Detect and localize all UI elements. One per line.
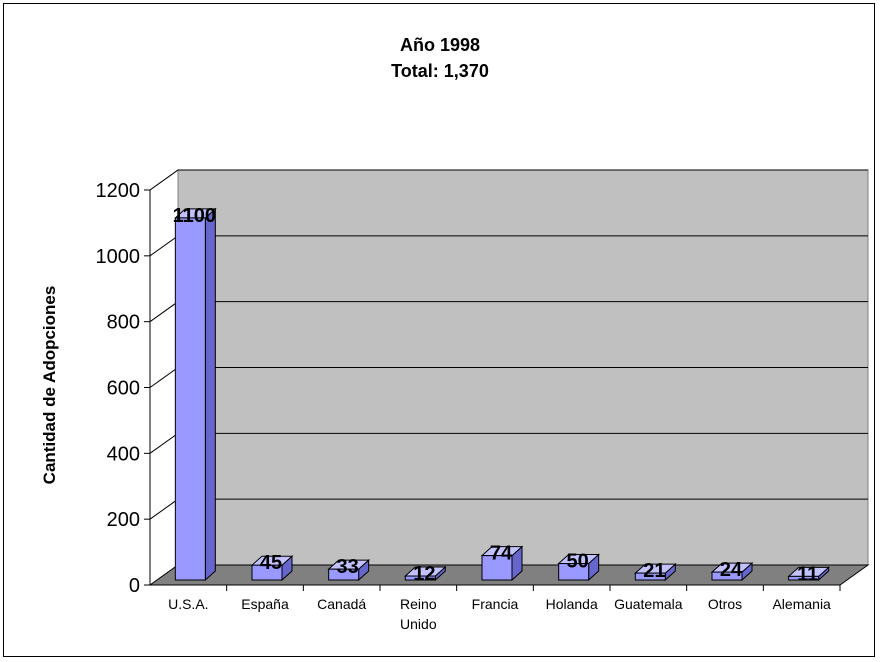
bar [480,545,524,582]
y-tick-label: 200 [107,509,140,531]
y-tick-label: 600 [107,378,140,400]
bar-front [251,564,283,581]
x-tick-label: Guatemala [614,596,683,612]
bar [557,553,600,582]
data-label: 21 [643,560,665,582]
bar-side [204,207,216,582]
bar [174,207,217,582]
data-label: 12 [413,563,435,585]
x-tick-label: Holanda [546,596,598,612]
y-axis-label: Cantidad de Adopciones [40,286,59,485]
data-label: 50 [567,551,589,573]
y-tick-label: 0 [129,575,140,597]
bar-front [328,568,360,581]
data-label: 11 [797,563,818,585]
data-label: 33 [337,556,359,578]
bar [634,562,677,582]
x-tick-label: Reino Unido [400,596,437,632]
y-tick-label: 1200 [96,180,141,202]
bar-front [711,571,743,581]
data-label: 45 [260,552,282,574]
bar [404,565,447,582]
bar-front [174,217,206,581]
data-label: 1100 [173,205,216,227]
x-tick-label: Otros [708,596,742,612]
bar-front [481,555,513,581]
bar-front [634,572,666,581]
gridline [149,169,868,191]
x-tick-label: Francia [472,596,519,612]
x-tick-label: España [241,596,289,612]
bar [250,555,294,582]
x-tick-label: U.S.A. [168,596,208,612]
chart-title-line2: Total: 1,370 [391,61,489,81]
bar [710,561,754,582]
chart-title-line1: Año 1998 [399,35,481,55]
data-label: 74 [490,543,513,565]
y-tick-label: 1000 [96,246,141,268]
bar-front [404,575,436,581]
y-tick-label: 800 [107,312,140,334]
bar [327,559,370,582]
bar-front [788,575,820,581]
data-label: 24 [720,559,743,581]
bar [787,566,830,582]
chart-title: Año 1998 Total: 1,370 [0,32,880,84]
x-tick-label: Canadá [317,596,366,612]
bar-front [558,563,590,581]
x-tick-label: Alemania [772,596,831,612]
y-tick-label: 400 [107,443,140,465]
